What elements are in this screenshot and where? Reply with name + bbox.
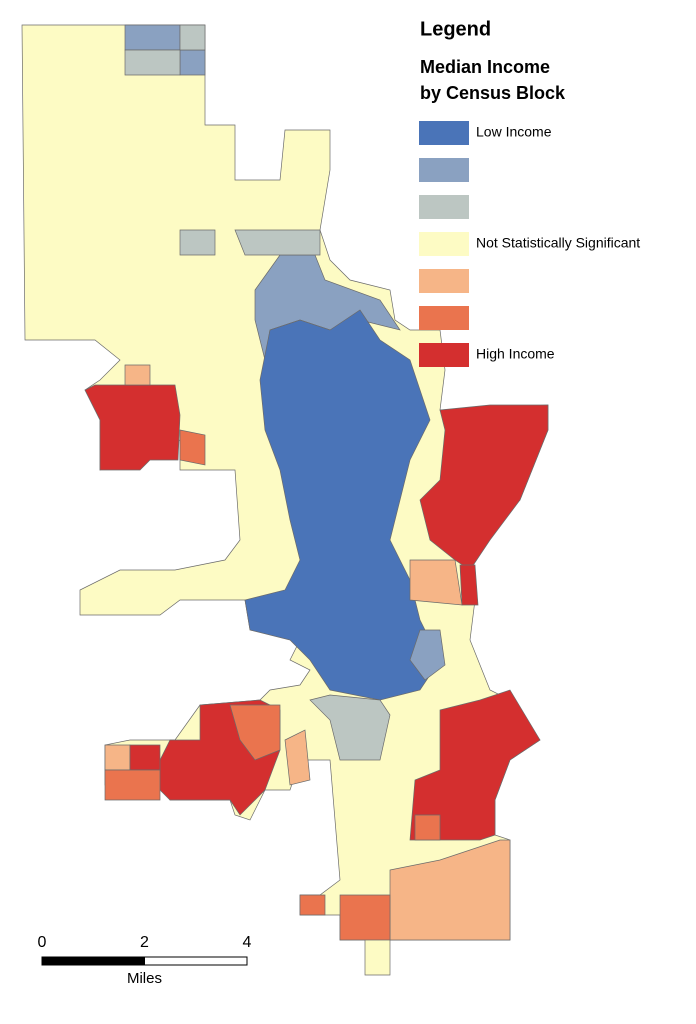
region bbox=[124, 24, 181, 51]
legend-subtitle: Median Income bbox=[420, 57, 550, 77]
region bbox=[124, 364, 151, 386]
scale-segment bbox=[144, 956, 248, 966]
map-regions bbox=[21, 24, 549, 976]
region bbox=[339, 894, 391, 941]
scale-segment bbox=[41, 956, 145, 966]
scale-tick-label: 0 bbox=[38, 934, 47, 951]
region bbox=[284, 729, 311, 786]
region bbox=[229, 704, 281, 761]
legend-label: Not Statistically Significant bbox=[476, 235, 640, 251]
region bbox=[409, 559, 463, 606]
scale-bar: 0 2 4 Miles bbox=[38, 934, 252, 987]
legend-swatch bbox=[419, 121, 469, 145]
region bbox=[129, 744, 161, 771]
legend-subtitle: by Census Block bbox=[420, 83, 566, 103]
region bbox=[299, 894, 326, 916]
region bbox=[124, 49, 181, 76]
scale-tick-label: 2 bbox=[140, 934, 149, 951]
region bbox=[409, 689, 541, 841]
legend-swatch bbox=[419, 195, 469, 219]
region bbox=[179, 429, 206, 466]
region bbox=[459, 564, 479, 606]
region bbox=[84, 384, 181, 471]
legend-swatch bbox=[419, 232, 469, 256]
legend-label: Low Income bbox=[476, 124, 552, 140]
legend-swatch bbox=[419, 158, 469, 182]
region bbox=[414, 814, 441, 841]
region bbox=[179, 24, 206, 51]
region bbox=[409, 629, 446, 681]
region bbox=[234, 229, 321, 256]
region bbox=[309, 694, 391, 761]
region bbox=[104, 769, 161, 801]
legend-title: Legend bbox=[420, 18, 491, 40]
legend-swatch bbox=[419, 343, 469, 367]
legend: Low Income Not Statistically Significant H… bbox=[419, 121, 640, 367]
scale-unit: Miles bbox=[127, 970, 162, 987]
region bbox=[244, 309, 441, 701]
scale-tick-label: 4 bbox=[243, 934, 252, 951]
region bbox=[21, 24, 549, 976]
region bbox=[179, 49, 206, 76]
region bbox=[104, 744, 131, 771]
legend-swatch bbox=[419, 306, 469, 330]
legend-swatch bbox=[419, 269, 469, 293]
region bbox=[179, 229, 216, 256]
legend-label: High Income bbox=[476, 346, 555, 362]
